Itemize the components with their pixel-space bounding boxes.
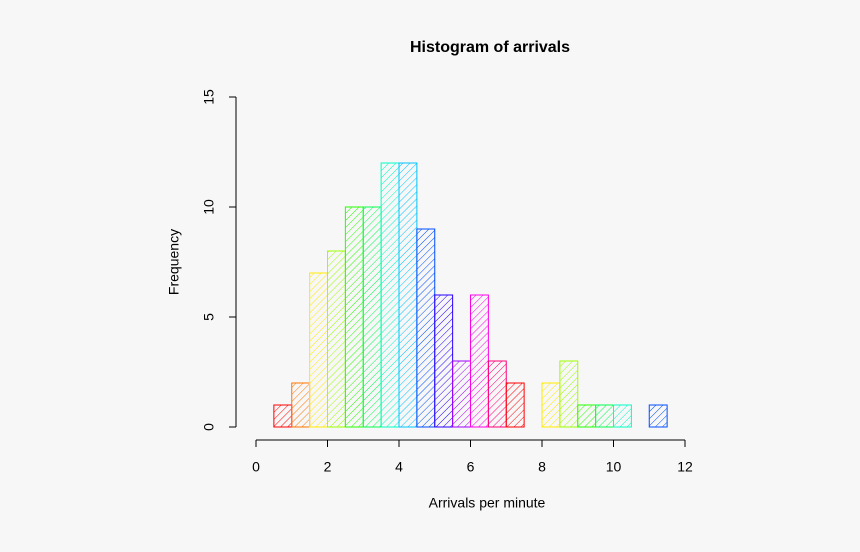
y-tick-label: 0 [201,423,217,431]
y-tick-label: 10 [201,199,217,215]
x-axis-label: Arrivals per minute [429,495,546,511]
bar [291,382,311,428]
bar [470,294,489,428]
bar [362,206,382,428]
bar [648,404,668,428]
y-tick-label: 15 [201,89,217,105]
bar [505,382,525,428]
bar [344,206,364,428]
bar [541,382,561,428]
bar [309,272,328,428]
bar [452,360,471,428]
bar [577,404,597,428]
x-tick-label: 6 [467,459,475,475]
bar [416,228,436,428]
bar [559,360,579,428]
bar [380,162,400,428]
bar [398,162,418,428]
bar [487,360,507,428]
bar [613,404,632,428]
x-tick-label: 12 [677,459,693,475]
bar [434,294,454,428]
y-tick-label: 5 [201,313,217,321]
x-tick-label: 4 [395,459,403,475]
x-tick-label: 0 [252,459,260,475]
x-tick-label: 8 [538,459,546,475]
bar [273,404,293,428]
chart-title: Histogram of arrivals [410,39,570,56]
bar [595,404,614,428]
y-axis-label: Frequency [166,229,182,295]
x-tick-label: 10 [606,459,622,475]
x-tick-label: 2 [324,459,332,475]
bar [327,250,346,428]
